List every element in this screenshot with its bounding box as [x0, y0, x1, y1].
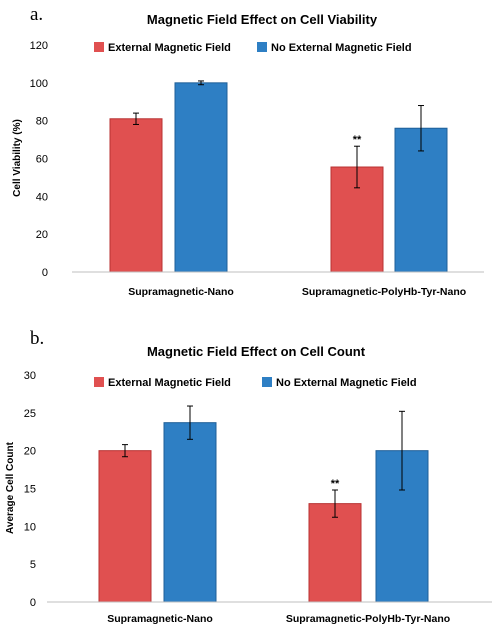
error-bar — [187, 405, 193, 440]
y-tick-label: 40 — [36, 191, 48, 203]
y-axis-ticks: 0 20 40 60 80 100 120 — [30, 40, 48, 279]
bar — [98, 450, 152, 603]
bar — [109, 118, 163, 273]
y-tick-label: 20 — [24, 446, 36, 458]
legend-swatch-no-external — [262, 377, 272, 387]
legend-label-external: External Magnetic Field — [108, 42, 231, 54]
y-tick-label: 100 — [30, 78, 48, 90]
y-tick-label: 60 — [36, 154, 48, 166]
bar-marks: ** — [109, 80, 448, 273]
y-tick-label: 25 — [24, 408, 36, 420]
bar — [163, 422, 217, 603]
legend-label-external: External Magnetic Field — [108, 377, 231, 389]
legend-swatch-external — [94, 42, 104, 52]
y-tick-label: 120 — [30, 40, 48, 52]
bar-marks: ** — [98, 405, 429, 603]
bar — [174, 82, 228, 273]
error-bar — [399, 410, 405, 491]
panel-label-b: b. — [30, 328, 44, 349]
x-category-label: Supramagnetic-PolyHb-Tyr-Nano — [286, 613, 450, 625]
error-bar — [122, 444, 128, 458]
y-axis-label: Average Cell Count — [5, 441, 16, 534]
error-bar — [198, 80, 204, 86]
y-tick-label: 30 — [24, 370, 36, 382]
legend-label-no-external: No External Magnetic Field — [276, 377, 417, 389]
error-bar — [354, 145, 360, 189]
significance-marker: ** — [331, 478, 340, 490]
chart-cell-viability: a. Magnetic Field Effect on Cell Viabili… — [12, 4, 484, 298]
y-tick-label: 0 — [42, 267, 48, 279]
y-tick-label: 15 — [24, 484, 36, 496]
y-axis-ticks: 0 5 10 15 20 25 30 — [24, 370, 36, 609]
x-category-label: Supramagnetic-Nano — [107, 613, 213, 625]
y-tick-label: 10 — [24, 521, 36, 533]
y-tick-label: 20 — [36, 229, 48, 241]
chart-title: Magnetic Field Effect on Cell Count — [147, 344, 366, 359]
error-bar — [133, 112, 139, 125]
significance-marker: ** — [353, 134, 362, 146]
legend-swatch-external — [94, 377, 104, 387]
y-tick-label: 0 — [30, 597, 36, 609]
chart-cell-count: b. Magnetic Field Effect on Cell Count E… — [5, 328, 492, 625]
x-category-label: Supramagnetic-Nano — [128, 286, 234, 298]
error-bar — [332, 489, 338, 518]
bar — [308, 503, 362, 603]
error-bar — [418, 105, 424, 152]
y-axis-label: Cell Viability (%) — [12, 119, 23, 197]
y-tick-label: 80 — [36, 116, 48, 128]
legend-swatch-no-external — [257, 42, 267, 52]
x-category-label: Supramagnetic-PolyHb-Tyr-Nano — [302, 286, 466, 298]
y-tick-label: 5 — [30, 559, 36, 571]
legend-label-no-external: No External Magnetic Field — [271, 42, 412, 54]
panel-label-a: a. — [30, 4, 43, 25]
chart-title: Magnetic Field Effect on Cell Viability — [147, 12, 378, 27]
